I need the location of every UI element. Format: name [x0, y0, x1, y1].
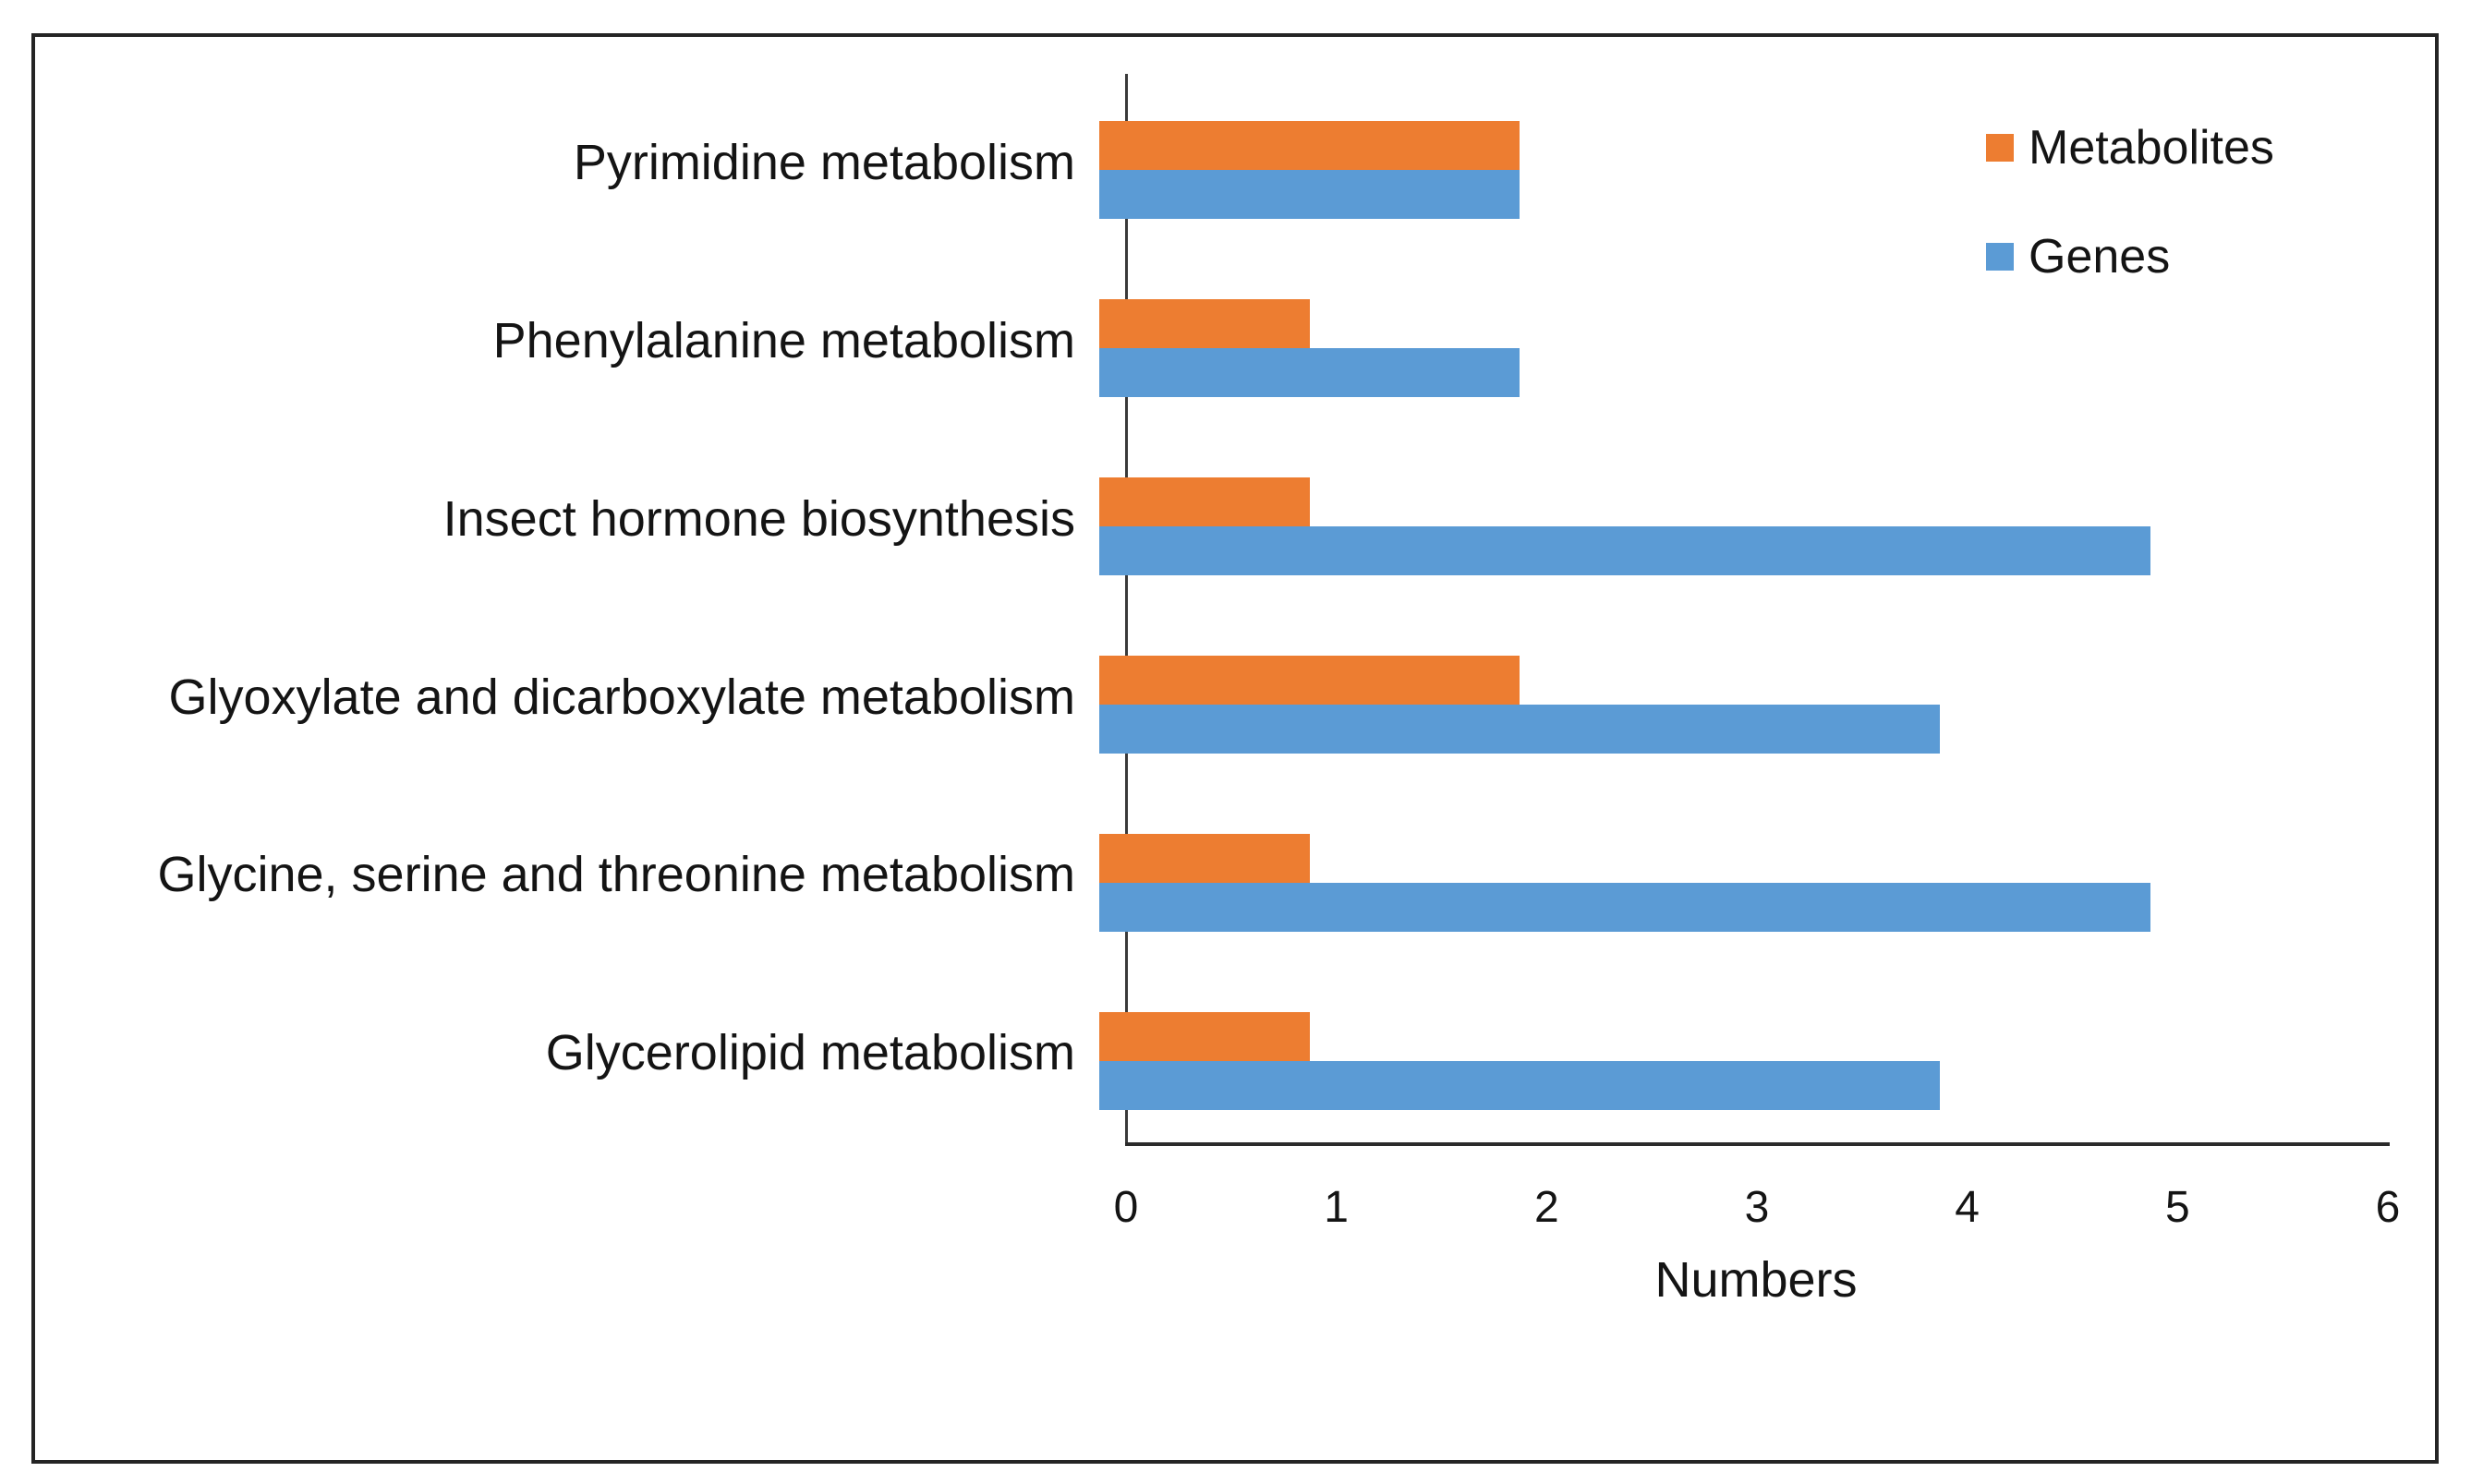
- category-row: Glycine, serine and threonine metabolism: [35, 786, 2386, 964]
- x-tick-label: 0: [1113, 1183, 1139, 1232]
- legend-item-genes: Genes: [1986, 229, 2274, 284]
- category-bars: [1099, 259, 2360, 438]
- x-tick-label: 3: [1744, 1183, 1770, 1232]
- metabolites-bar: [1099, 655, 1520, 705]
- metabolites-bar: [1099, 299, 1310, 349]
- category-label: Glyoxylate and dicarboxylate metabolism: [168, 669, 1075, 725]
- x-tick-label: 5: [2164, 1183, 2190, 1232]
- category-label: Phenylalanine metabolism: [492, 313, 1075, 368]
- category-row: Insect hormone biosynthesis: [35, 430, 2386, 609]
- x-axis-title: Numbers: [1654, 1252, 1858, 1308]
- y-axis-line: [1125, 74, 1128, 1145]
- genes-bar: [1099, 170, 1520, 220]
- x-axis-ticks: 0 1 2 3 4 5 6: [1114, 1182, 2401, 1237]
- x-tick-label: 6: [2375, 1183, 2401, 1232]
- legend-label-metabolites: Metabolites: [2029, 121, 2274, 175]
- legend: Metabolites Genes: [1986, 120, 2274, 284]
- metabolites-bar: [1099, 477, 1310, 527]
- category-bars: [1099, 438, 2360, 616]
- category-label: Glycine, serine and threonine metabolism: [157, 847, 1075, 903]
- metabolites-swatch-icon: [1986, 134, 2014, 162]
- category-label: Insect hormone biosynthesis: [442, 490, 1075, 547]
- category-bars: [1099, 81, 2360, 259]
- metabolites-bar: [1099, 833, 1310, 883]
- genes-bar: [1099, 1060, 1940, 1110]
- x-tick-label: 4: [1955, 1183, 1980, 1232]
- category-row: Glyoxylate and dicarboxylate metabolism: [35, 608, 2386, 786]
- x-tick-label: 2: [1533, 1183, 1559, 1232]
- genes-swatch-icon: [1986, 243, 2014, 271]
- x-tick-label: 1: [1324, 1183, 1350, 1232]
- legend-label-genes: Genes: [2029, 230, 2171, 284]
- bars-region: Pyrimidine metabolism Phenylalanine metab…: [35, 74, 2386, 1142]
- category-bars: [1099, 971, 2360, 1150]
- figure-border: Pyrimidine metabolism Phenylalanine metab…: [31, 33, 2439, 1464]
- legend-item-metabolites: Metabolites: [1986, 120, 2274, 175]
- category-row: Glycerolipid metabolism: [35, 964, 2386, 1142]
- genes-bar: [1099, 882, 2150, 932]
- category-bars: [1099, 615, 2360, 793]
- genes-bar: [1099, 526, 2150, 576]
- category-row: Phenylalanine metabolism: [35, 252, 2386, 430]
- category-bars: [1099, 793, 2360, 971]
- category-label: Glycerolipid metabolism: [545, 1025, 1075, 1081]
- category-row: Pyrimidine metabolism: [35, 74, 2386, 252]
- category-label: Pyrimidine metabolism: [573, 135, 1075, 191]
- metabolites-bar: [1099, 121, 1520, 171]
- x-axis-line: [1125, 1142, 2390, 1146]
- metabolites-bar: [1099, 1011, 1310, 1061]
- genes-bar: [1099, 348, 1520, 398]
- genes-bar: [1099, 704, 1940, 754]
